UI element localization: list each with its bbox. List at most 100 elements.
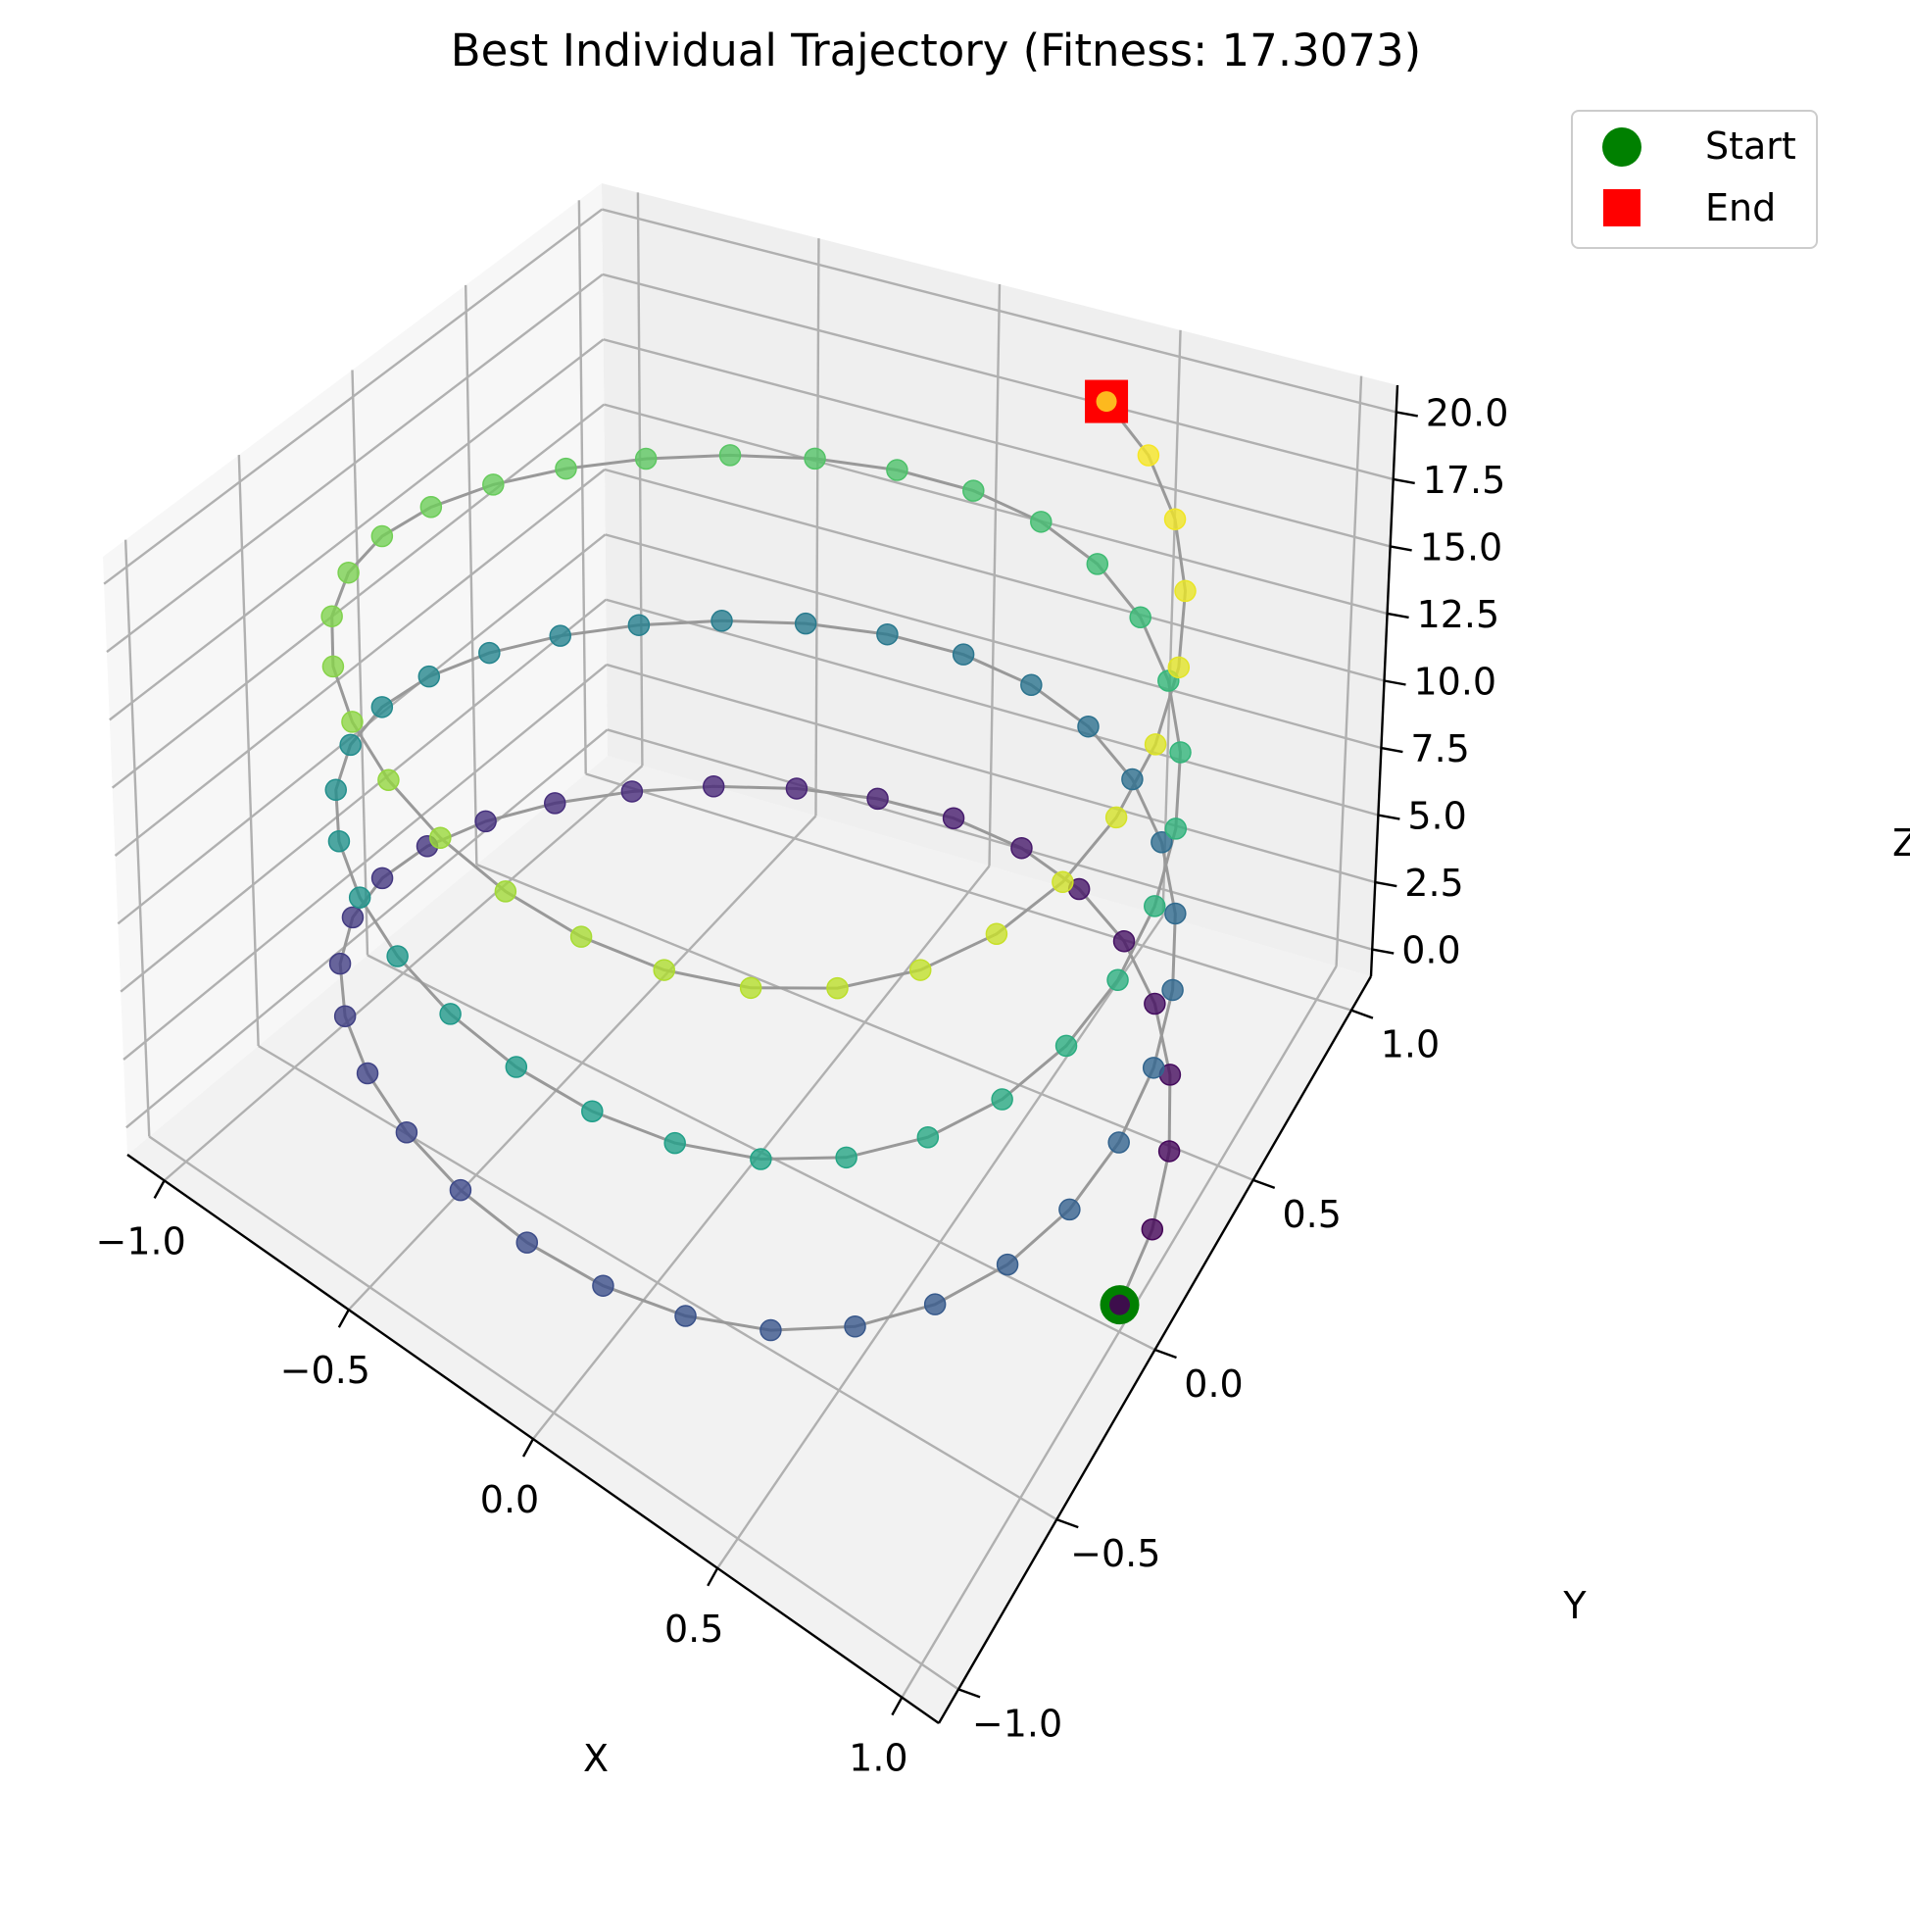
trajectory-point [417, 665, 441, 688]
z-tick-label: 0.0 [1401, 929, 1460, 972]
trajectory-point [991, 1088, 1013, 1111]
y-tick-label: 0.5 [1283, 1193, 1342, 1236]
grid-lines [103, 192, 1397, 1699]
z-gridline-left [106, 272, 604, 654]
trajectory-point [592, 1274, 614, 1297]
trajectory-point [439, 1003, 462, 1025]
trajectory-point [674, 1305, 697, 1327]
trajectory-point [620, 780, 644, 803]
z-tick-mark [1396, 411, 1418, 418]
trajectory-point [324, 778, 348, 802]
trajectory-point [866, 787, 889, 811]
z-gridline-left [109, 338, 605, 721]
z-axis-label: Z [1892, 821, 1910, 865]
trajectory-point [370, 696, 394, 718]
back-wall-pane [602, 183, 1397, 976]
x-tick-mark [707, 1567, 719, 1587]
trajectory-point [429, 826, 452, 849]
trajectory-point [386, 945, 409, 967]
trajectory-point [482, 473, 505, 496]
trajectory-point [886, 459, 908, 481]
trajectory-point [835, 1146, 857, 1169]
trajectory-point [1174, 579, 1197, 603]
trajectory-point [985, 922, 1008, 946]
trajectory-point [555, 457, 577, 480]
y-tick-mark [1252, 1178, 1276, 1189]
trajectory-point [321, 655, 345, 678]
trajectory [320, 379, 1197, 1342]
y-tick-label: 0.0 [1184, 1362, 1243, 1406]
z-tick-label: 15.0 [1420, 525, 1503, 569]
trajectory-point [663, 1131, 686, 1155]
legend-start-label: Start [1705, 124, 1796, 168]
x-axis-label: X [583, 1737, 609, 1780]
end-point-overlay [1096, 391, 1117, 413]
z-gridline-back [602, 272, 1395, 481]
z-tick-mark [1387, 612, 1409, 619]
trajectory-point [1058, 1198, 1081, 1221]
z-tick-label: 12.5 [1417, 593, 1500, 636]
trajectory-point [341, 906, 365, 929]
z-tick-label: 5.0 [1407, 795, 1466, 838]
trajectory-point [1137, 444, 1160, 467]
z-gridline-back [605, 533, 1382, 750]
trajectory-point [942, 807, 965, 829]
trajectory-point [1142, 1057, 1165, 1079]
trajectory-point [1161, 978, 1184, 1002]
z-tick-label: 20.0 [1426, 391, 1509, 434]
trajectory-point [337, 561, 360, 584]
trajectory-point [1104, 806, 1128, 829]
trajectory-point [449, 1178, 472, 1202]
y-gridline-floor [585, 772, 1352, 1012]
z-gridline-back [601, 208, 1397, 414]
trajectory-point [1164, 817, 1188, 840]
trajectory-point [581, 1100, 604, 1123]
trajectory-point [505, 1056, 528, 1078]
trajectory-point [1164, 902, 1187, 925]
trajectory-point [377, 768, 400, 792]
y-gridline-floor [258, 1044, 1057, 1521]
trajectory-point [634, 447, 658, 471]
z-tick-mark [1384, 679, 1406, 686]
trajectory-point [1054, 1034, 1078, 1058]
x-tick-label: −0.5 [280, 1349, 370, 1392]
trajectory-point [739, 976, 762, 1000]
tick-marks: −1.0 −0.5 0.0 0.5 1.0 −1.0 −0.5 0.0 0.5 1.0 0.0 2.5… [95, 391, 1508, 1779]
z-gridline-back [604, 403, 1388, 616]
legend-start-marker [1602, 127, 1641, 167]
trajectory-point [1112, 929, 1136, 953]
start-point-overlay [1109, 1294, 1131, 1315]
z-tick-mark [1390, 545, 1412, 552]
trajectory-point [474, 810, 497, 833]
z-gridline-back [603, 338, 1391, 548]
trajectory-point [750, 1148, 772, 1170]
z-tick-label: 10.0 [1414, 661, 1497, 704]
x-tick-label: 1.0 [849, 1737, 907, 1780]
trajectory-point [785, 777, 808, 800]
x-tick-label: 0.5 [664, 1608, 723, 1651]
trajectory-point [333, 1005, 357, 1027]
trajectory-point [419, 496, 443, 519]
x-tick-mark [153, 1179, 166, 1199]
trajectory-point [543, 792, 566, 815]
trajectory-point [1086, 553, 1109, 575]
x-tick-label: 0.0 [480, 1478, 539, 1521]
trajectory-point [710, 610, 733, 632]
trajectory-point [1129, 606, 1151, 629]
z-tick-mark [1381, 746, 1403, 754]
trajectory-point [1151, 831, 1173, 854]
trajectory-point [1163, 508, 1187, 530]
trajectory-point [718, 444, 742, 467]
y-tick-mark [957, 1688, 981, 1699]
trajectory-point [826, 976, 849, 1000]
z-tick-mark [1378, 814, 1400, 820]
left-wall-pane [103, 183, 608, 1155]
trajectory-point [1144, 992, 1166, 1016]
trajectory-point [1010, 836, 1033, 860]
trajectory-point [1106, 968, 1129, 992]
trajectory-point [320, 605, 343, 627]
z-gridline-left [111, 403, 606, 789]
z-gridline-back [606, 598, 1379, 817]
trajectory-point [327, 830, 351, 853]
trajectory-point [759, 1318, 782, 1342]
